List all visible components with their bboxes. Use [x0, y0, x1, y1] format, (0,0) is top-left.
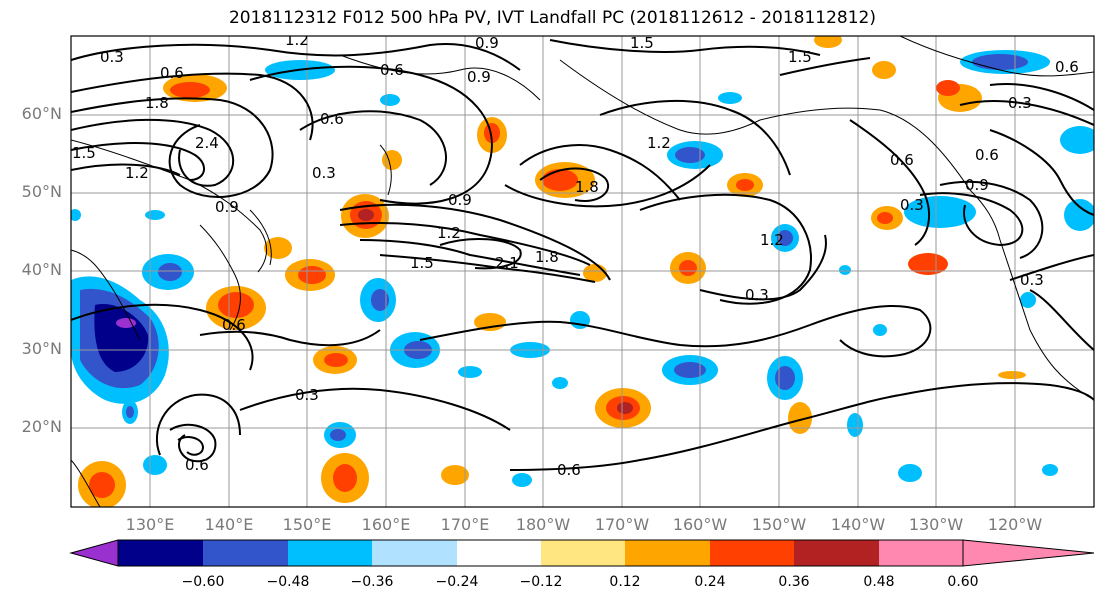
lon-label: 140°W — [830, 515, 886, 534]
contour-label: 0.3 — [312, 164, 336, 182]
contour-label: 0.3 — [900, 196, 924, 214]
contour-label: 0.6 — [975, 146, 999, 164]
colorbar-segment — [710, 540, 794, 566]
pv-contours — [71, 39, 1094, 471]
colorbar-tick-label: −0.24 — [435, 574, 479, 590]
contour-label: 1.5 — [788, 48, 812, 66]
pv-anomaly-shading — [71, 36, 1094, 507]
contour-label: 0.3 — [100, 48, 124, 66]
contour-label: 0.6 — [557, 461, 581, 479]
colorbar-segment — [288, 540, 372, 566]
colorbar — [69, 539, 1095, 567]
colorbar-segment — [794, 540, 879, 566]
contour-label: 1.2 — [437, 224, 461, 242]
contour-label: 0.3 — [1008, 94, 1032, 112]
map-border — [70, 35, 1095, 508]
contour-label: 0.6 — [380, 61, 404, 79]
colorbar-tick-label: 0.60 — [947, 574, 979, 590]
lon-label: 170°E — [440, 515, 490, 534]
contour-label: 1.8 — [575, 178, 599, 196]
colorbar-segment — [879, 540, 963, 566]
contour-label: 0.9 — [448, 191, 472, 209]
contour-labels: 0.3 0.6 1.2 0.6 0.9 0.9 1.5 1.5 1.8 1.5 … — [72, 31, 1079, 479]
lon-label: 130°W — [908, 515, 964, 534]
contour-label: 0.6 — [222, 316, 246, 334]
contour-label: 1.8 — [535, 248, 559, 266]
contour-label: 0.6 — [1055, 58, 1079, 76]
map-title: 2018112312 F012 500 hPa PV, IVT Landfall… — [228, 8, 876, 28]
contour-label: 0.9 — [965, 176, 989, 194]
contour-label: 2.1 — [495, 254, 519, 272]
contour-label: 0.6 — [160, 64, 184, 82]
lat-label: 50°N — [21, 182, 62, 201]
colorbar-segment — [372, 540, 457, 566]
colorbar-extend-high — [962, 539, 1095, 567]
lat-label: 20°N — [21, 417, 62, 436]
colorbar-segment — [118, 540, 203, 566]
contour-label: 0.9 — [475, 34, 499, 52]
contour-label: 1.5 — [630, 34, 654, 52]
lat-label: 30°N — [21, 339, 62, 358]
lon-label: 170°W — [594, 515, 650, 534]
contour-label: 1.2 — [125, 164, 149, 182]
colorbar-tick-label: −0.12 — [519, 574, 563, 590]
contour-label: 0.3 — [745, 286, 769, 304]
contour-label: 0.9 — [467, 68, 491, 86]
colorbar-segment — [457, 540, 541, 566]
contour-label: 1.5 — [72, 144, 96, 162]
lat-label: 60°N — [21, 104, 62, 123]
lon-label: 160°E — [361, 515, 411, 534]
lon-label: 180°W — [515, 515, 571, 534]
contour-label: 0.6 — [890, 151, 914, 169]
colorbar-segment — [541, 540, 625, 566]
lon-label: 150°E — [282, 515, 332, 534]
contour-label: 0.3 — [1020, 271, 1044, 289]
contour-label: 0.3 — [295, 386, 319, 404]
colorbar-tick-label: 0.24 — [694, 574, 726, 590]
lat-label: 40°N — [21, 260, 62, 279]
lon-label: 130°E — [125, 515, 175, 534]
contour-label: 1.2 — [760, 231, 784, 249]
contour-label: 0.6 — [320, 110, 344, 128]
lon-label: 160°W — [672, 515, 728, 534]
colorbar-tick-label: −0.36 — [350, 574, 394, 590]
colorbar-tick-label: 0.48 — [863, 574, 895, 590]
contour-label: 1.2 — [647, 134, 671, 152]
colorbar-tick-label: 0.12 — [609, 574, 641, 590]
lon-label: 140°E — [204, 515, 254, 534]
contour-label: 0.6 — [185, 456, 209, 474]
colorbar-extend-low — [69, 539, 119, 567]
contour-label: 2.4 — [195, 134, 219, 152]
lon-label: 150°W — [751, 515, 807, 534]
colorbar-segment — [203, 540, 288, 566]
lon-label: 120°W — [987, 515, 1043, 534]
colorbar-tick-label: −0.60 — [181, 574, 225, 590]
contour-label: 1.2 — [285, 31, 309, 49]
colorbar-tick-label: −0.48 — [266, 574, 310, 590]
contour-label: 1.5 — [410, 254, 434, 272]
colorbar-segment — [625, 540, 710, 566]
coastlines — [71, 36, 1094, 507]
contour-label: 0.9 — [215, 198, 239, 216]
contour-label: 1.8 — [145, 94, 169, 112]
colorbar-tick-label: 0.36 — [778, 574, 810, 590]
